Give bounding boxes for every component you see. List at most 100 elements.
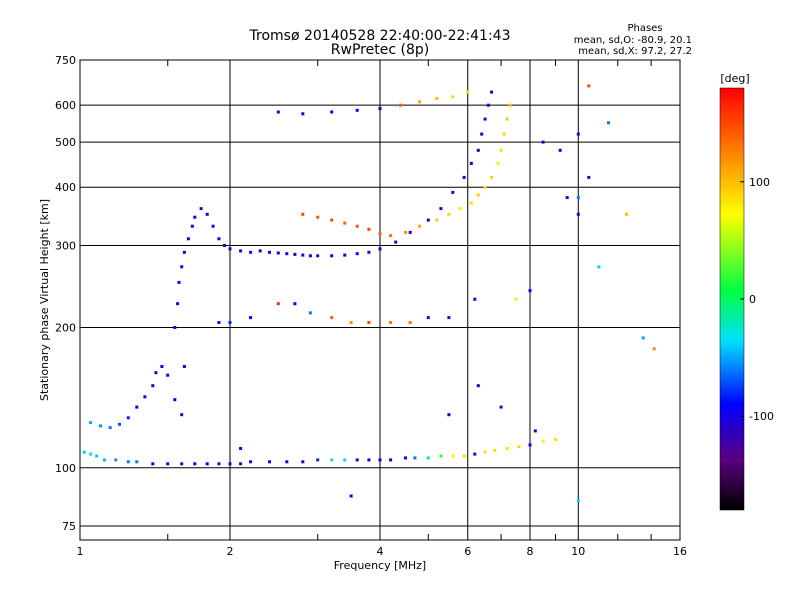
x-tick-label: 2 bbox=[227, 545, 234, 558]
data-point bbox=[293, 252, 297, 256]
data-point bbox=[389, 321, 393, 324]
data-point bbox=[268, 250, 271, 254]
grid-lines bbox=[80, 60, 680, 540]
data-point bbox=[268, 460, 271, 464]
data-point bbox=[447, 212, 451, 216]
chart-title: Tromsø 20140528 22:40:00-22:41:43 bbox=[249, 28, 511, 44]
data-point bbox=[355, 252, 359, 256]
data-point bbox=[99, 424, 103, 428]
data-point bbox=[451, 190, 455, 194]
data-point bbox=[176, 302, 180, 306]
y-tick-label: 600 bbox=[55, 99, 76, 112]
chart-subtitle: RwPretec (8p) bbox=[331, 42, 429, 58]
data-point bbox=[404, 456, 407, 460]
data-point bbox=[367, 250, 371, 254]
data-point bbox=[285, 252, 289, 256]
data-point bbox=[190, 224, 194, 228]
data-point bbox=[439, 207, 443, 211]
data-point bbox=[355, 224, 359, 228]
data-point bbox=[239, 249, 243, 253]
data-point bbox=[587, 175, 591, 179]
data-point bbox=[211, 224, 215, 228]
data-point bbox=[473, 452, 477, 456]
colorbar-label: [deg] bbox=[720, 72, 749, 85]
data-point bbox=[399, 103, 403, 107]
data-point bbox=[135, 460, 139, 464]
data-point bbox=[343, 253, 347, 257]
data-point bbox=[528, 443, 532, 447]
data-point bbox=[439, 454, 443, 458]
y-tick-label: 75 bbox=[62, 520, 76, 533]
data-point bbox=[182, 250, 186, 254]
data-point bbox=[476, 148, 480, 152]
data-point bbox=[476, 384, 480, 388]
data-point bbox=[285, 460, 289, 464]
data-point bbox=[308, 254, 312, 258]
data-point bbox=[143, 395, 147, 399]
data-point bbox=[89, 452, 93, 456]
data-point bbox=[597, 265, 601, 269]
data-point bbox=[308, 311, 312, 315]
data-point bbox=[625, 212, 629, 216]
data-point bbox=[404, 230, 407, 234]
data-point bbox=[205, 462, 209, 466]
data-point bbox=[249, 250, 253, 254]
data-point bbox=[490, 90, 494, 94]
data-point bbox=[193, 215, 197, 219]
data-point bbox=[355, 108, 359, 112]
data-point bbox=[95, 454, 99, 458]
data-point bbox=[378, 232, 382, 236]
data-point bbox=[493, 448, 497, 452]
data-point bbox=[483, 185, 487, 189]
data-point bbox=[177, 280, 181, 284]
data-point bbox=[413, 456, 417, 460]
data-point bbox=[330, 254, 334, 258]
data-point bbox=[451, 454, 455, 458]
x-axis-ticks: 1 2 4 6 8 10 16 bbox=[77, 60, 687, 558]
data-point bbox=[466, 90, 470, 94]
data-point bbox=[462, 175, 466, 179]
data-point bbox=[349, 494, 353, 498]
data-point bbox=[258, 249, 262, 253]
data-point bbox=[180, 265, 184, 269]
data-point bbox=[462, 454, 466, 458]
data-point bbox=[103, 458, 106, 462]
x-tick-label: 4 bbox=[377, 545, 384, 558]
data-point bbox=[378, 458, 382, 462]
data-point bbox=[480, 132, 484, 136]
data-point bbox=[558, 148, 562, 152]
data-point bbox=[217, 321, 221, 324]
data-point bbox=[496, 161, 500, 165]
data-point bbox=[301, 212, 305, 216]
data-point bbox=[483, 117, 487, 121]
colorbar-tick-label: -100 bbox=[749, 410, 774, 423]
x-axis-label: Frequency [MHz] bbox=[334, 559, 426, 572]
data-point bbox=[330, 316, 334, 320]
data-point bbox=[343, 221, 347, 225]
data-point bbox=[469, 201, 473, 205]
data-point bbox=[367, 458, 371, 462]
data-point bbox=[301, 112, 305, 116]
data-point bbox=[499, 148, 503, 152]
data-point bbox=[408, 230, 412, 234]
data-point bbox=[426, 456, 430, 460]
y-tick-label: 300 bbox=[55, 239, 76, 252]
data-point bbox=[394, 240, 398, 244]
data-point bbox=[349, 321, 353, 324]
data-point bbox=[205, 212, 209, 216]
data-point bbox=[180, 413, 184, 417]
data-point bbox=[330, 110, 334, 114]
colorbar-tick-label: 100 bbox=[749, 176, 770, 189]
data-point bbox=[418, 224, 421, 228]
data-point bbox=[166, 373, 170, 377]
data-point bbox=[82, 450, 86, 454]
data-point bbox=[330, 218, 334, 222]
data-point bbox=[505, 447, 509, 450]
data-point bbox=[541, 439, 545, 443]
data-point bbox=[426, 218, 430, 222]
data-point bbox=[135, 405, 139, 409]
colorbar-ticks: 100 0 -100 bbox=[740, 176, 774, 423]
data-point bbox=[508, 103, 512, 107]
data-point bbox=[447, 316, 451, 320]
